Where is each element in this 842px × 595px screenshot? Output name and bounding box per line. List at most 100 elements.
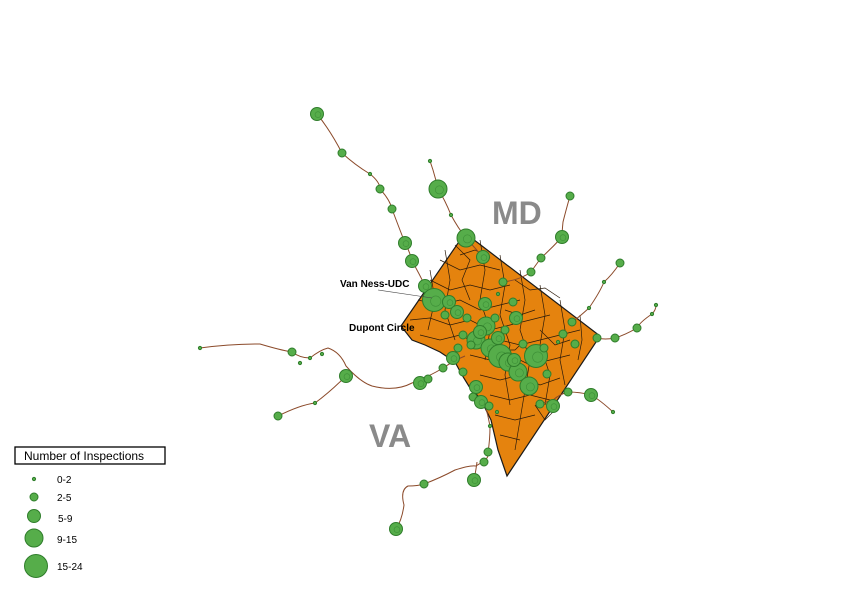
legend-label-9-15: 9-15 xyxy=(57,535,77,546)
station-marker-ring xyxy=(450,355,458,362)
station-marker xyxy=(387,204,397,214)
station-marker xyxy=(339,369,353,383)
station-marker xyxy=(423,374,433,384)
legend-label-5-9: 5-9 xyxy=(58,514,73,525)
station-marker xyxy=(565,191,575,201)
station-marker xyxy=(507,353,521,367)
station-marker xyxy=(479,457,489,467)
station-marker xyxy=(610,409,616,415)
station-marker-ring xyxy=(463,234,472,244)
stations xyxy=(197,107,659,536)
station-marker xyxy=(458,367,468,377)
station-marker xyxy=(442,295,456,309)
station-marker-ring xyxy=(480,254,488,261)
station-marker xyxy=(563,387,573,397)
station-marker xyxy=(592,333,602,343)
station-marker xyxy=(419,479,429,489)
station-marker xyxy=(466,340,476,350)
station-marker xyxy=(428,179,448,199)
station-marker xyxy=(498,277,508,287)
station-marker xyxy=(649,311,655,317)
station-marker xyxy=(405,254,419,268)
station-marker-ring xyxy=(454,309,462,316)
station-marker xyxy=(312,400,318,406)
station-marker xyxy=(287,347,297,357)
station-marker xyxy=(462,313,472,323)
station-marker-ring xyxy=(477,329,485,336)
station-marker xyxy=(438,363,448,373)
station-marker xyxy=(484,401,494,411)
station-marker xyxy=(490,313,500,323)
station-marker-ring xyxy=(471,477,479,484)
station-marker xyxy=(422,288,446,312)
station-marker xyxy=(448,212,454,218)
station-marker-ring xyxy=(422,283,430,290)
station-marker xyxy=(567,317,577,327)
callout-van-ness-leader xyxy=(377,289,433,299)
station-marker xyxy=(319,351,325,357)
station-marker xyxy=(273,411,283,421)
legend-title-box xyxy=(14,446,166,465)
station-marker-ring xyxy=(550,403,558,410)
station-marker-ring xyxy=(314,111,322,118)
region-label-md: MD xyxy=(492,195,542,231)
callout-van-ness: Van Ness-UDC xyxy=(340,279,409,290)
station-marker xyxy=(458,330,468,340)
station-marker xyxy=(446,351,460,365)
legend-title: Number of Inspections xyxy=(24,449,144,463)
station-marker xyxy=(487,423,493,429)
legend-symbol-9-15 xyxy=(24,528,44,548)
station-marker xyxy=(297,360,303,366)
station-marker-ring xyxy=(430,295,442,307)
station-marker xyxy=(509,311,523,325)
station-marker xyxy=(453,343,463,353)
station-marker xyxy=(494,409,500,415)
station-marker xyxy=(558,329,568,339)
station-marker xyxy=(519,376,539,396)
station-marker-ring xyxy=(588,392,596,399)
station-marker-ring xyxy=(514,368,524,378)
station-marker xyxy=(500,325,510,335)
station-marker xyxy=(555,339,561,345)
station-marker xyxy=(586,305,592,311)
station-marker xyxy=(491,331,505,345)
station-marker xyxy=(307,355,313,361)
station-marker xyxy=(427,158,433,164)
station-marker xyxy=(495,291,501,297)
station-marker xyxy=(337,148,347,158)
station-marker-ring xyxy=(511,357,519,364)
station-marker xyxy=(450,305,464,319)
station-marker xyxy=(610,333,620,343)
station-marker xyxy=(375,184,385,194)
station-marker xyxy=(526,267,536,277)
station-marker xyxy=(536,253,546,263)
legend-symbol-15-24 xyxy=(24,554,48,578)
station-marker xyxy=(632,323,642,333)
station-marker-ring xyxy=(532,351,544,363)
station-marker xyxy=(476,250,490,264)
station-marker-ring xyxy=(446,299,454,306)
station-marker xyxy=(456,228,476,248)
station-marker xyxy=(389,522,403,536)
station-marker-ring xyxy=(343,373,351,380)
legend-symbol-2-5 xyxy=(29,492,39,502)
station-marker-ring xyxy=(402,240,410,247)
station-marker xyxy=(197,345,203,351)
station-marker-ring xyxy=(473,384,481,391)
station-marker-ring xyxy=(513,315,521,322)
station-marker-ring xyxy=(417,380,425,387)
station-marker xyxy=(518,339,528,349)
station-marker xyxy=(546,399,560,413)
station-marker xyxy=(542,369,552,379)
legend-label-2-5: 2-5 xyxy=(57,493,72,504)
station-marker xyxy=(508,297,518,307)
legend: Number of Inspections 0-2 2-5 5-9 9-15 1… xyxy=(14,446,166,578)
legend-symbol-5-9 xyxy=(27,509,41,523)
station-marker xyxy=(467,473,481,487)
station-marker-ring xyxy=(478,399,486,406)
station-marker xyxy=(615,258,625,268)
station-marker xyxy=(539,343,549,353)
station-marker xyxy=(440,310,450,320)
station-marker xyxy=(653,302,659,308)
